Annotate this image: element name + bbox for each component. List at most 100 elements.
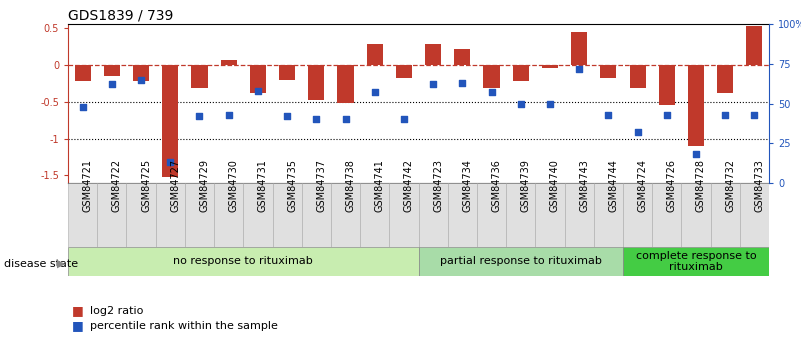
Bar xyxy=(740,183,769,247)
Bar xyxy=(331,183,360,247)
Text: GSM84737: GSM84737 xyxy=(316,159,326,212)
Bar xyxy=(163,65,179,177)
Bar xyxy=(542,65,558,68)
Bar xyxy=(272,183,302,247)
Text: GSM84731: GSM84731 xyxy=(258,159,268,212)
Text: ■: ■ xyxy=(72,319,84,333)
Point xyxy=(456,80,469,86)
Bar xyxy=(279,65,295,79)
Bar xyxy=(337,65,353,103)
Text: GSM84726: GSM84726 xyxy=(666,159,677,212)
Point xyxy=(544,101,557,106)
Text: GSM84724: GSM84724 xyxy=(638,159,647,212)
Bar xyxy=(367,44,383,65)
Bar xyxy=(418,183,448,247)
Bar xyxy=(565,183,594,247)
Text: GSM84729: GSM84729 xyxy=(199,159,210,212)
Bar xyxy=(68,247,418,276)
Bar xyxy=(308,65,324,100)
Bar xyxy=(688,65,704,146)
Text: GSM84736: GSM84736 xyxy=(492,159,501,212)
Bar xyxy=(191,65,207,88)
Bar xyxy=(244,183,272,247)
Text: GSM84733: GSM84733 xyxy=(755,159,764,212)
Bar xyxy=(623,183,652,247)
Bar xyxy=(623,247,769,276)
Text: GSM84723: GSM84723 xyxy=(433,159,443,212)
Text: GSM84721: GSM84721 xyxy=(83,159,93,212)
Text: GSM84739: GSM84739 xyxy=(521,159,531,212)
Point xyxy=(135,77,147,82)
Bar xyxy=(220,60,237,65)
Bar xyxy=(185,183,214,247)
Text: log2 ratio: log2 ratio xyxy=(90,306,143,315)
Bar xyxy=(104,65,120,76)
Bar xyxy=(448,183,477,247)
Text: GSM84722: GSM84722 xyxy=(112,159,122,212)
Text: GSM84732: GSM84732 xyxy=(725,159,735,212)
Point xyxy=(164,159,177,165)
Text: GSM84727: GSM84727 xyxy=(171,159,180,212)
Point xyxy=(514,101,527,106)
Text: GSM84742: GSM84742 xyxy=(404,159,414,212)
Point xyxy=(76,104,89,109)
Bar xyxy=(710,183,740,247)
Point xyxy=(660,112,673,117)
Bar xyxy=(484,65,500,88)
Point xyxy=(485,90,498,95)
Bar xyxy=(630,65,646,88)
Text: GSM84740: GSM84740 xyxy=(550,159,560,212)
Bar xyxy=(682,183,710,247)
Bar xyxy=(652,183,682,247)
Point xyxy=(223,112,235,117)
Bar xyxy=(97,183,127,247)
Bar xyxy=(535,183,565,247)
Point xyxy=(339,117,352,122)
Point xyxy=(718,112,731,117)
Text: GSM84738: GSM84738 xyxy=(345,159,356,212)
Point xyxy=(631,129,644,135)
Point xyxy=(310,117,323,122)
Point xyxy=(280,114,293,119)
Text: ▶: ▶ xyxy=(57,259,66,269)
Text: GDS1839 / 739: GDS1839 / 739 xyxy=(68,9,174,23)
Bar xyxy=(302,183,331,247)
Text: GSM84730: GSM84730 xyxy=(229,159,239,212)
Bar xyxy=(454,49,470,65)
Bar xyxy=(600,65,617,78)
Text: GSM84741: GSM84741 xyxy=(375,159,384,212)
Text: GSM84728: GSM84728 xyxy=(696,159,706,212)
Text: GSM84725: GSM84725 xyxy=(141,159,151,212)
Bar xyxy=(506,183,535,247)
Point xyxy=(106,82,119,87)
Point xyxy=(690,151,702,157)
Bar xyxy=(477,183,506,247)
Text: percentile rank within the sample: percentile rank within the sample xyxy=(90,321,278,331)
Text: GSM84743: GSM84743 xyxy=(579,159,590,212)
Text: GSM84735: GSM84735 xyxy=(287,159,297,212)
Point xyxy=(602,112,614,117)
Text: no response to rituximab: no response to rituximab xyxy=(174,256,313,266)
Point xyxy=(252,88,264,93)
Bar xyxy=(389,183,418,247)
Bar xyxy=(133,65,149,81)
Bar xyxy=(74,65,91,81)
Text: partial response to rituximab: partial response to rituximab xyxy=(440,256,602,266)
Text: GSM84744: GSM84744 xyxy=(608,159,618,212)
Point xyxy=(748,112,761,117)
Bar xyxy=(214,183,244,247)
Bar xyxy=(127,183,155,247)
Point xyxy=(397,117,410,122)
Bar xyxy=(425,44,441,65)
Text: GSM84734: GSM84734 xyxy=(462,159,473,212)
Text: ■: ■ xyxy=(72,304,84,317)
Point xyxy=(427,82,440,87)
Bar xyxy=(594,183,623,247)
Bar xyxy=(513,65,529,81)
Bar xyxy=(418,247,623,276)
Bar xyxy=(155,183,185,247)
Bar xyxy=(747,26,763,65)
Bar xyxy=(250,65,266,93)
Bar xyxy=(68,183,97,247)
Text: disease state: disease state xyxy=(4,259,78,269)
